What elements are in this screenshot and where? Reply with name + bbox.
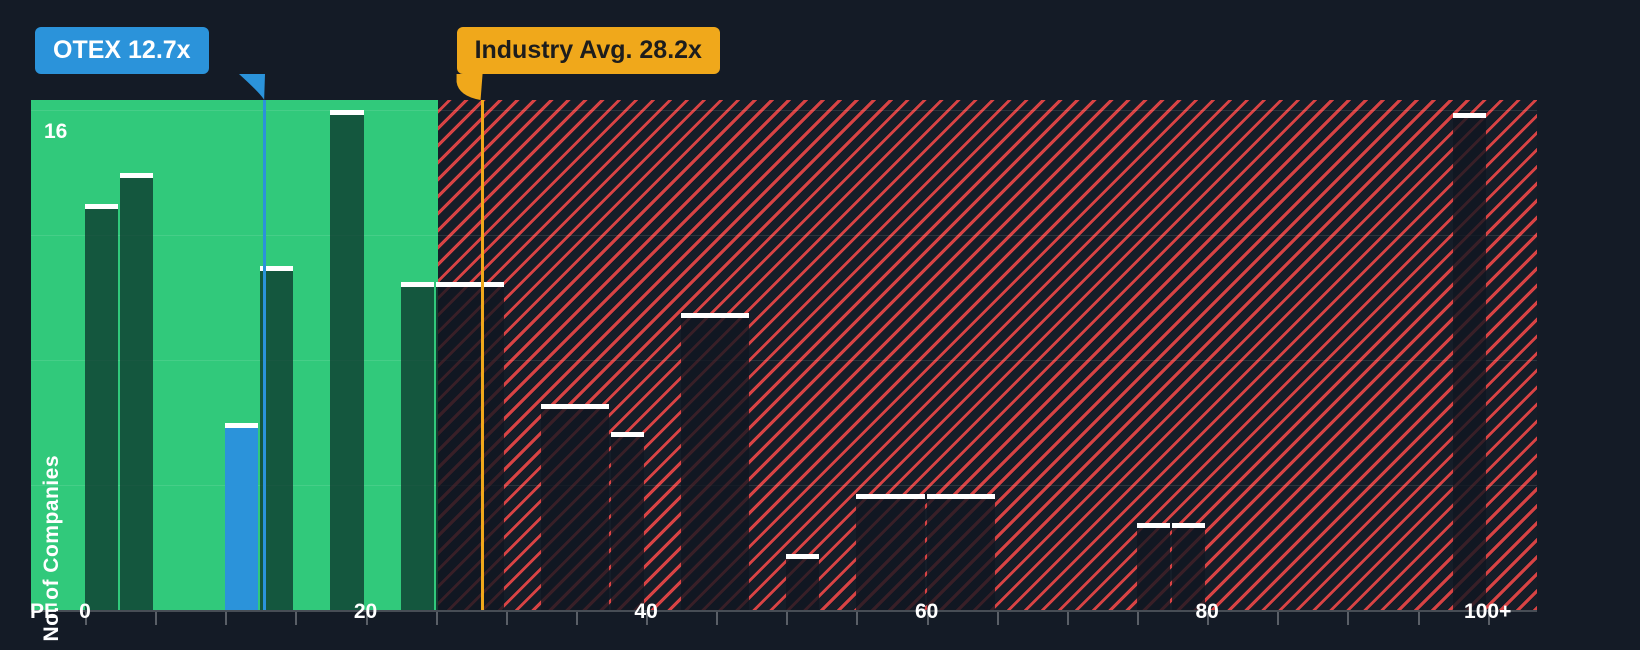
otex-callout[interactable]: OTEX 12.7x	[35, 27, 209, 74]
bar-cap	[1452, 113, 1486, 119]
x-tick	[996, 612, 999, 625]
plot-area	[31, 100, 1537, 610]
bar-cap	[85, 203, 119, 209]
x-tick	[1487, 612, 1490, 625]
bar-cap	[1137, 522, 1171, 528]
bar-cap	[435, 281, 504, 287]
x-tick-label: 100+	[1464, 600, 1512, 623]
bar-cap	[926, 494, 995, 500]
x-tick	[926, 612, 929, 625]
bar-fill	[85, 203, 119, 610]
bar-cap	[225, 422, 259, 428]
otex-marker-line	[263, 100, 267, 610]
x-tick	[295, 612, 298, 625]
bar[interactable]	[786, 553, 820, 610]
bar-cap	[330, 110, 364, 115]
bar[interactable]	[435, 281, 504, 610]
x-tick	[1066, 612, 1069, 625]
bar-fill	[120, 172, 154, 610]
bar-fill	[400, 281, 434, 610]
x-tick-label: 0	[79, 600, 91, 623]
x-axis-line	[31, 610, 1537, 612]
bar-cap	[681, 313, 750, 319]
bar-cap	[400, 281, 434, 287]
bar-fill	[611, 431, 645, 610]
x-tick	[1347, 612, 1350, 625]
bar-fill	[926, 494, 995, 610]
expensive-value-band	[438, 100, 1537, 610]
x-tick	[225, 612, 228, 625]
industry-average-callout[interactable]: Industry Avg. 28.2x	[456, 27, 720, 74]
bar-fill	[1172, 522, 1206, 610]
bar-cap	[120, 172, 154, 178]
bar[interactable]	[1172, 522, 1206, 610]
bar[interactable]	[856, 494, 925, 610]
otex-callout-label: OTEX 12.7x	[53, 36, 191, 64]
bar[interactable]	[926, 494, 995, 610]
bar-fill	[225, 422, 259, 610]
x-tick-label: 20	[353, 600, 378, 623]
bar[interactable]	[85, 203, 119, 610]
bar[interactable]	[611, 431, 645, 610]
bar-fill	[540, 403, 609, 610]
x-tick	[786, 612, 789, 625]
x-tick	[435, 612, 438, 625]
x-tick	[856, 612, 859, 625]
x-tick	[365, 612, 368, 625]
x-tick-label: 40	[634, 600, 658, 623]
bar[interactable]	[681, 313, 750, 610]
bar-otex-bin[interactable]	[225, 422, 259, 610]
x-tick-label: 80	[1195, 600, 1219, 623]
bar[interactable]	[1137, 522, 1171, 610]
bar[interactable]	[540, 403, 609, 610]
x-tick	[716, 612, 719, 625]
bar[interactable]	[1452, 113, 1486, 610]
industry-average-marker-line	[480, 100, 484, 610]
x-tick	[505, 612, 508, 625]
x-tick	[1277, 612, 1280, 625]
y-axis-top-value: 16	[44, 120, 68, 143]
bar-cap	[786, 553, 820, 559]
bar[interactable]	[400, 281, 434, 610]
bar-cap	[1172, 522, 1206, 528]
x-tick	[575, 612, 578, 625]
bar[interactable]	[120, 172, 154, 610]
bar[interactable]	[330, 110, 364, 610]
bar-fill	[681, 313, 750, 610]
x-tick-label: 60	[914, 600, 939, 623]
x-tick	[155, 612, 158, 625]
x-tick	[1207, 612, 1210, 625]
x-tick	[1417, 612, 1420, 625]
bar-fill	[330, 110, 364, 610]
bar-cap	[540, 403, 609, 409]
bar-cap	[611, 431, 645, 437]
x-tick	[646, 612, 649, 625]
bar-fill	[435, 281, 504, 610]
bar-fill	[786, 553, 820, 610]
bar-cap	[260, 266, 294, 272]
bar-cap	[856, 494, 925, 500]
x-tick	[85, 612, 87, 625]
x-tick	[1137, 612, 1140, 625]
bar-fill	[856, 494, 925, 610]
bar-fill	[1452, 113, 1486, 610]
industry-callout-label: Industry Avg. 28.2x	[474, 36, 702, 64]
x-axis-title: PE	[30, 600, 59, 623]
bar-fill	[1137, 522, 1171, 610]
